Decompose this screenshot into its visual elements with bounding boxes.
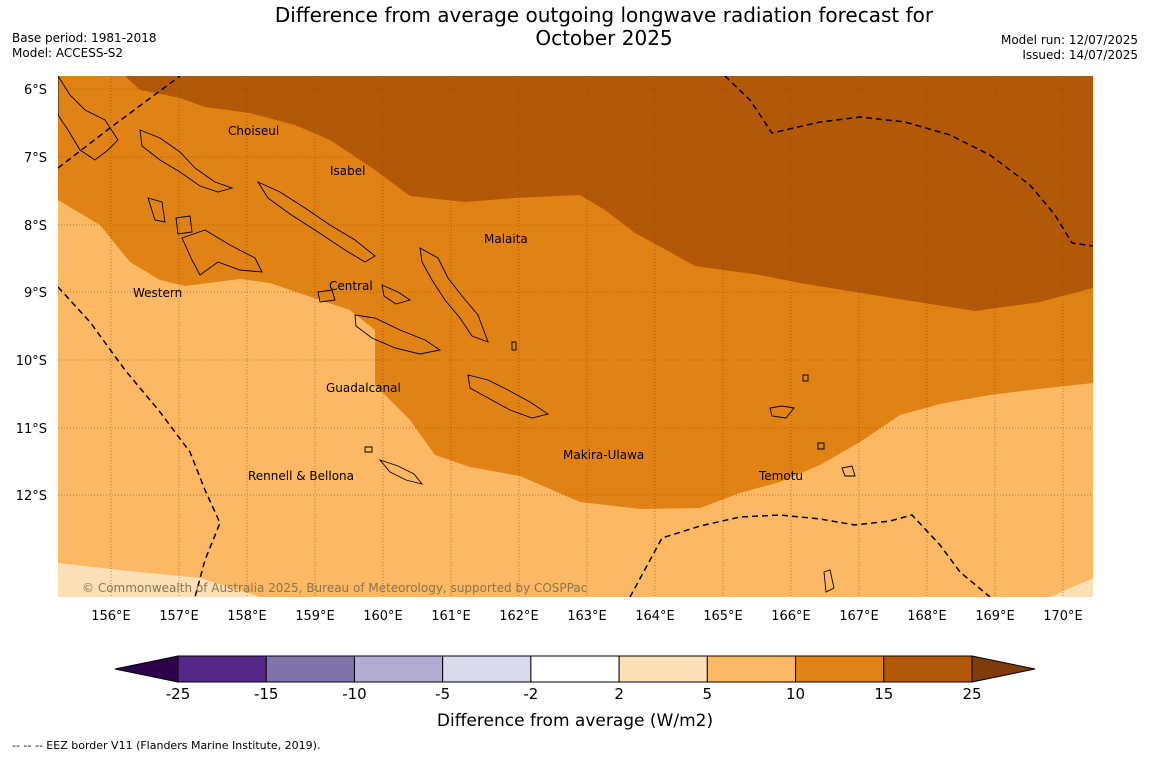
chart-title: Difference from average outgoing longwav… <box>200 4 1008 50</box>
map-area: Choiseul Isabel Malaita Central Western … <box>58 76 1093 597</box>
guadalcanal-coast <box>354 314 442 355</box>
colorbar-tick: 25 <box>962 685 981 703</box>
title-line-2: October 2025 <box>535 26 673 50</box>
colorbar-tick: 5 <box>703 685 713 703</box>
label-malaita: Malaita <box>484 232 528 246</box>
vella-lavella-coast <box>147 197 166 223</box>
base-period: Base period: 1981-2018 <box>12 31 157 45</box>
longitude-label: 167°E <box>839 609 879 624</box>
colorbar-under-arrow <box>114 655 179 683</box>
colorbar-tick: 10 <box>786 685 805 703</box>
longitude-label: 170°E <box>1043 609 1083 624</box>
colorbar-tick: -15 <box>254 685 279 703</box>
colorbar-segment <box>353 655 444 683</box>
label-temotu: Temotu <box>758 469 803 483</box>
latitude-label: 10°S <box>16 354 47 369</box>
title-line-1: Difference from average outgoing longwav… <box>274 3 934 27</box>
colorbar-tick: -2 <box>523 685 538 703</box>
label-choiseul: Choiseul <box>228 124 279 138</box>
malaita-coast <box>419 247 489 343</box>
colorbar-over-arrow <box>971 655 1036 683</box>
longitude-label: 157°E <box>159 609 199 624</box>
anomaly-2-5-region-left <box>58 563 260 597</box>
copyright-notice: © Commonwealth of Australia 2025, Bureau… <box>82 581 587 595</box>
label-guadalcanal: Guadalcanal <box>326 381 401 395</box>
florida-islands-coast <box>381 284 412 305</box>
place-labels: Choiseul Isabel Malaita Central Western … <box>133 124 803 483</box>
longitude-label: 156°E <box>91 609 131 624</box>
colorbar-segment <box>706 655 797 683</box>
latitude-label: 8°S <box>24 219 47 234</box>
colorbar-label: Difference from average (W/m2) <box>437 711 713 731</box>
colorbar-tick-labels: -25 -15 -10 -5 -2 2 5 10 15 25 <box>166 685 982 703</box>
colorbar: -25 -15 -10 -5 -2 2 5 10 15 25 Difference from av… <box>114 655 1036 731</box>
longitude-label: 164°E <box>635 609 675 624</box>
model-name: Model: ACCESS-S2 <box>12 46 124 60</box>
eez-border-sw <box>58 286 221 597</box>
longitude-label: 166°E <box>771 609 811 624</box>
colorbar-segment <box>795 655 885 683</box>
colorbar-tick: -10 <box>342 685 367 703</box>
colorbar-segment <box>618 655 708 683</box>
colorbar-segment <box>177 655 267 683</box>
anomaly-2-5-region-right <box>1050 578 1093 597</box>
rennell-coast <box>378 459 424 485</box>
latitude-label: 9°S <box>24 286 47 301</box>
isabel-coast <box>256 180 376 263</box>
longitude-labels: 156°E 157°E 158°E 159°E 160°E 161°E 162°E 163°E… <box>91 609 1083 624</box>
russell-islands-coast <box>317 289 336 303</box>
longitude-label: 159°E <box>295 609 335 624</box>
longitude-label: 165°E <box>703 609 743 624</box>
new-georgia-coast <box>181 229 263 276</box>
issued-date: Issued: 14/07/2025 <box>1022 48 1138 62</box>
longitude-label: 169°E <box>975 609 1015 624</box>
longitude-label: 168°E <box>907 609 947 624</box>
label-rennell-bellona: Rennell & Bellona <box>248 469 354 483</box>
vanikoro-coast <box>841 465 856 477</box>
label-makira-ulawa: Makira-Ulawa <box>563 448 644 462</box>
torres-islands-coast <box>823 569 835 593</box>
latitude-label: 11°S <box>16 422 47 437</box>
colorbar-segment <box>530 655 620 683</box>
reef-islands-coast <box>802 374 809 382</box>
label-central: Central <box>329 279 373 293</box>
colorbar-segment <box>442 655 532 683</box>
santa-cruz-coast <box>769 405 795 419</box>
makira-coast <box>467 374 550 419</box>
sikaiana-coast <box>511 341 517 351</box>
model-run: Model run: 12/07/2025 <box>1000 33 1138 47</box>
longitude-label: 162°E <box>499 609 539 624</box>
choiseul-coast <box>139 129 234 193</box>
bougainville-coast <box>58 76 119 161</box>
meta-left: Base period: 1981-2018 Model: ACCESS-S2 <box>12 31 157 61</box>
eez-border-se <box>629 514 991 597</box>
colorbar-segments <box>177 655 973 683</box>
colorbar-segment <box>883 655 973 683</box>
latitude-label: 7°S <box>24 151 47 166</box>
colorbar-segment <box>265 655 355 683</box>
kolombangara-coast <box>175 215 193 235</box>
longitude-label: 161°E <box>431 609 471 624</box>
utupua-coast <box>817 442 825 450</box>
latitude-label: 12°S <box>16 489 47 504</box>
label-western: Western <box>133 286 182 300</box>
eez-border-ne <box>724 76 1093 247</box>
bellona-coast <box>364 446 373 453</box>
longitude-label: 158°E <box>227 609 267 624</box>
colorbar-tick: -25 <box>166 685 191 703</box>
latitude-labels: 6°S 7°S 8°S 9°S 10°S 11°S 12°S <box>16 83 47 504</box>
colorbar-tick: 2 <box>614 685 624 703</box>
island-coastlines <box>58 76 856 593</box>
meta-right: Model run: 12/07/2025 Issued: 14/07/2025 <box>1001 33 1138 63</box>
latitude-label: 6°S <box>24 83 47 98</box>
longitude-label: 163°E <box>567 609 607 624</box>
colorbar-tick: 15 <box>874 685 893 703</box>
longitude-label: 160°E <box>363 609 403 624</box>
colorbar-tick: -5 <box>435 685 450 703</box>
label-isabel: Isabel <box>330 164 365 178</box>
anomaly-15-25-region <box>125 76 1093 311</box>
footer-note: -- -- -- EEZ border V11 (Flanders Marine… <box>12 739 321 752</box>
